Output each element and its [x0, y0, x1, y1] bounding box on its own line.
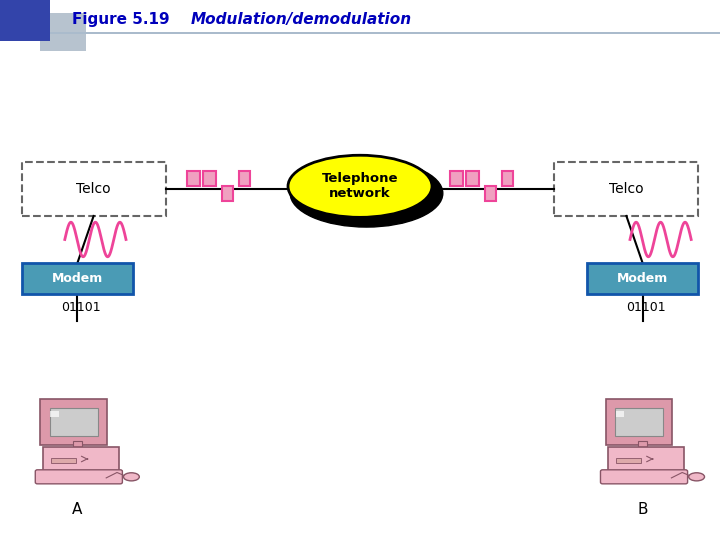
Bar: [615, 408, 663, 436]
Text: 01101: 01101: [61, 301, 101, 314]
Bar: [485, 186, 495, 201]
Bar: [616, 411, 624, 417]
Ellipse shape: [124, 473, 140, 481]
Bar: [187, 171, 200, 186]
Text: Modem: Modem: [52, 272, 103, 285]
Text: Figure 5.19: Figure 5.19: [72, 12, 170, 28]
Bar: [466, 171, 479, 186]
FancyBboxPatch shape: [608, 447, 684, 471]
Text: A: A: [72, 502, 83, 517]
Bar: [22, 263, 133, 294]
Text: Modem: Modem: [617, 272, 668, 285]
Ellipse shape: [288, 156, 432, 217]
Bar: [222, 186, 233, 201]
Text: Telephone
network: Telephone network: [322, 172, 398, 200]
Bar: [502, 171, 513, 186]
Bar: [50, 411, 59, 417]
Bar: [638, 441, 647, 448]
Ellipse shape: [290, 160, 443, 227]
Text: B: B: [637, 502, 648, 517]
Bar: [50, 32, 720, 33]
FancyBboxPatch shape: [600, 470, 688, 484]
FancyBboxPatch shape: [43, 447, 120, 471]
Bar: [203, 171, 216, 186]
Text: 01101: 01101: [626, 301, 666, 314]
Bar: [616, 458, 641, 463]
FancyBboxPatch shape: [35, 470, 122, 484]
Text: Telco: Telco: [76, 182, 111, 196]
Bar: [587, 263, 698, 294]
Bar: [239, 171, 250, 186]
FancyBboxPatch shape: [22, 162, 166, 216]
Text: Telco: Telco: [609, 182, 644, 196]
FancyBboxPatch shape: [554, 162, 698, 216]
Bar: [50, 458, 76, 463]
Text: Modulation/demodulation: Modulation/demodulation: [191, 12, 412, 28]
Bar: [40, 14, 86, 51]
Bar: [73, 441, 82, 448]
Bar: [0, 0, 50, 40]
FancyBboxPatch shape: [606, 399, 672, 445]
Bar: [50, 408, 98, 436]
Ellipse shape: [688, 473, 704, 481]
Bar: [450, 171, 463, 186]
FancyBboxPatch shape: [40, 399, 107, 445]
